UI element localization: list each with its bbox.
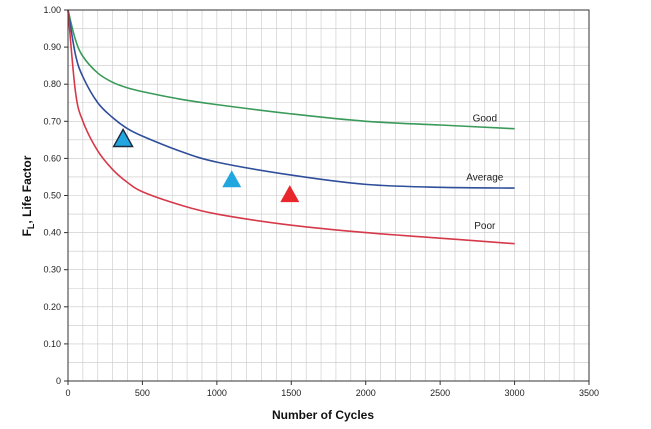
y-axis-title: FL, Life Factor xyxy=(20,155,36,236)
y-tick-label: 0.20 xyxy=(43,302,61,312)
curve-label-average: Average xyxy=(466,173,504,184)
axes xyxy=(64,9,590,385)
y-tick-label: 0.30 xyxy=(43,265,61,275)
curve-label-poor: Poor xyxy=(474,221,496,232)
y-tick-label: 0.50 xyxy=(43,191,61,201)
x-tick-label: 1000 xyxy=(207,388,227,398)
marker-layer xyxy=(112,128,300,203)
x-tick-label: 3500 xyxy=(579,388,599,398)
y-tick-label: 0.90 xyxy=(43,42,61,52)
triangle-marker-1 xyxy=(112,128,134,148)
series-layer xyxy=(67,9,515,245)
labels: 0 500 1000 1500 2000 2500 3000 3500 0 0.10 0.20 0.3… xyxy=(43,5,599,398)
triangle-marker-2 xyxy=(222,170,242,188)
x-tick-label: 500 xyxy=(135,388,150,398)
triangle-marker-3 xyxy=(280,185,300,203)
y-axis-title-sub: L xyxy=(26,223,36,229)
y-tick-label: 0.70 xyxy=(43,116,61,126)
y-tick-label: 0.10 xyxy=(43,339,61,349)
y-tick-label: 1.00 xyxy=(43,5,61,15)
x-tick-label: 3000 xyxy=(505,388,525,398)
y-tick-label: 0.40 xyxy=(43,228,61,238)
series-line-poor xyxy=(67,9,515,245)
y-tick-label: 0 xyxy=(56,376,61,386)
curve-label-good: Good xyxy=(473,113,497,124)
x-axis-title: Number of Cycles xyxy=(272,408,374,422)
series-line-average xyxy=(67,9,515,189)
y-tick-label: 0.60 xyxy=(43,153,61,163)
grid xyxy=(67,9,590,382)
x-tick-label: 2500 xyxy=(430,388,450,398)
x-tick-label: 0 xyxy=(65,388,70,398)
y-axis-title-main: F xyxy=(20,229,34,236)
y-axis-title-rest: , Life Factor xyxy=(20,155,34,223)
x-tick-label: 1500 xyxy=(281,388,301,398)
series-line-good xyxy=(67,9,515,130)
x-tick-label: 2000 xyxy=(356,388,376,398)
y-tick-label: 0.80 xyxy=(43,79,61,89)
